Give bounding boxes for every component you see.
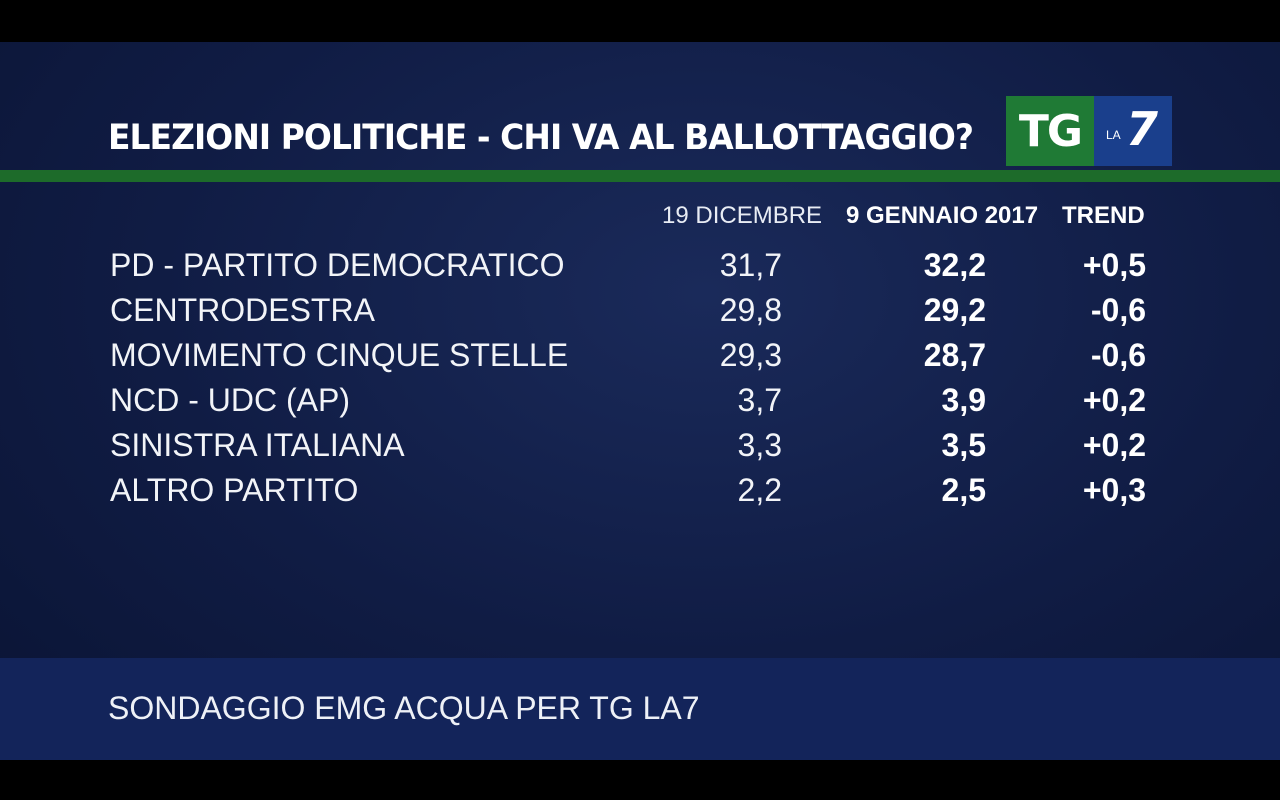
value-trend: +0,3 (1082, 472, 1146, 508)
value-trend: +0,5 (1082, 247, 1146, 283)
title-divider (0, 170, 1280, 182)
value-trend: +0,2 (1082, 427, 1146, 463)
value-19-dicembre: 2,2 (737, 472, 782, 508)
value-9-gennaio: 2,5 (941, 472, 986, 508)
table-row: PD - PARTITO DEMOCRATICO 31,7 32,2 +0,5 (0, 247, 1280, 292)
table-row: NCD - UDC (AP) 3,7 3,9 +0,2 (0, 382, 1280, 427)
poll-source: SONDAGGIO EMG ACQUA PER TG LA7 (108, 690, 700, 726)
party-name: ALTRO PARTITO (110, 472, 359, 508)
value-trend: +0,2 (1082, 382, 1146, 418)
value-trend: -0,6 (1090, 292, 1146, 328)
tg-la7-logo: TG LA 7 (1006, 96, 1172, 166)
column-header-9-gennaio: 9 GENNAIO 2017 (846, 202, 1039, 229)
party-name: NCD - UDC (AP) (110, 382, 350, 418)
footer-bar: SONDAGGIO EMG ACQUA PER TG LA7 (0, 658, 1280, 760)
table-row: ALTRO PARTITO 2,2 2,5 +0,3 (0, 472, 1280, 517)
logo-seven: 7 (1126, 102, 1159, 156)
logo-la: LA (1106, 128, 1121, 142)
value-9-gennaio: 28,7 (923, 337, 986, 373)
tv-screen: ELEZIONI POLITICHE - CHI VA AL BALLOTTAG… (0, 42, 1280, 760)
value-19-dicembre: 29,8 (719, 292, 782, 328)
table-row: MOVIMENTO CINQUE STELLE 29,3 28,7 -0,6 (0, 337, 1280, 382)
column-header-19-dicembre: 19 DICEMBRE (662, 202, 823, 229)
logo-la7: LA 7 (1094, 96, 1172, 166)
value-9-gennaio: 3,9 (941, 382, 986, 418)
table-row: SINISTRA ITALIANA 3,3 3,5 +0,2 (0, 427, 1280, 472)
value-19-dicembre: 3,3 (737, 427, 782, 463)
value-9-gennaio: 3,5 (941, 427, 986, 463)
value-9-gennaio: 32,2 (923, 247, 986, 283)
value-19-dicembre: 29,3 (719, 337, 782, 373)
value-trend: -0,6 (1090, 337, 1146, 373)
party-name: PD - PARTITO DEMOCRATICO (110, 247, 565, 283)
party-name: MOVIMENTO CINQUE STELLE (110, 337, 569, 373)
page-title: ELEZIONI POLITICHE - CHI VA AL BALLOTTAG… (108, 118, 974, 158)
party-name: SINISTRA ITALIANA (110, 427, 405, 463)
value-19-dicembre: 31,7 (719, 247, 782, 283)
logo-tg: TG (1006, 96, 1094, 166)
value-19-dicembre: 3,7 (737, 382, 782, 418)
table-row: CENTRODESTRA 29,8 29,2 -0,6 (0, 292, 1280, 337)
party-name: CENTRODESTRA (110, 292, 375, 328)
column-header-trend: TREND (1062, 202, 1145, 229)
value-9-gennaio: 29,2 (923, 292, 986, 328)
